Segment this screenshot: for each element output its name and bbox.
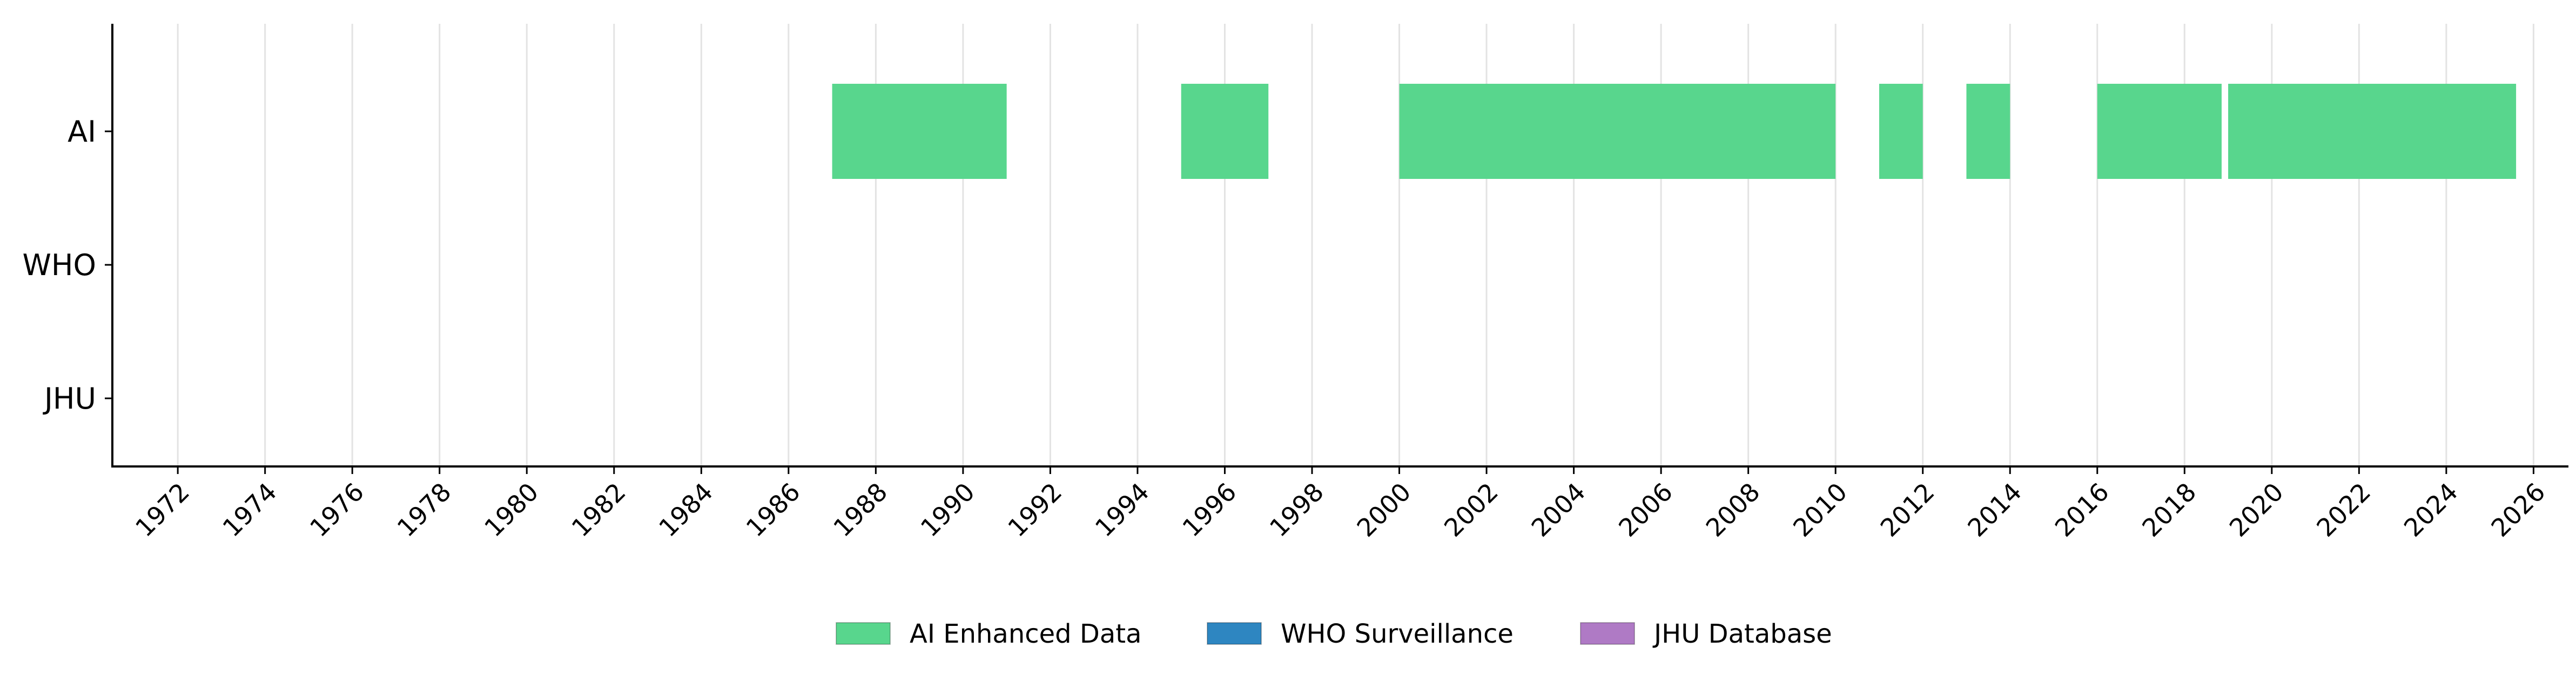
x-tick-label-1996: 1996 xyxy=(1176,477,1242,543)
y-ticks: AI WHO JHU xyxy=(22,115,112,416)
bar-ai-1 xyxy=(1181,84,1269,179)
x-tick-label-2000: 2000 xyxy=(1351,477,1416,543)
legend-label-ai: AI Enhanced Data xyxy=(910,619,1142,649)
x-tick-label-1978: 1978 xyxy=(392,477,457,543)
x-tick-label-1984: 1984 xyxy=(653,477,718,543)
x-tick-label-1994: 1994 xyxy=(1089,477,1155,543)
x-tick-label-2014: 2014 xyxy=(1962,477,2027,543)
legend-swatch-ai xyxy=(836,622,891,645)
legend-label-jhu: JHU Database xyxy=(1652,619,1832,649)
y-tick-label-who: WHO xyxy=(22,248,96,282)
bar-ai-4 xyxy=(1966,84,2010,179)
x-tick-label-2008: 2008 xyxy=(1700,477,1766,543)
x-ticks: 1972 1974 1976 1978 1980 1982 1984 1986 1988 1990… xyxy=(130,466,2551,543)
x-tick-label-1982: 1982 xyxy=(566,477,631,543)
legend-label-who: WHO Surveillance xyxy=(1281,619,1514,649)
y-tick-label-ai: AI xyxy=(68,115,96,149)
x-tick-label-1980: 1980 xyxy=(479,477,544,543)
legend-swatch-who xyxy=(1207,622,1262,645)
bar-ai-3 xyxy=(1879,84,1923,179)
bar-ai-5 xyxy=(2097,84,2222,179)
x-tick-label-1974: 1974 xyxy=(217,477,283,543)
bar-ai-0 xyxy=(832,84,1007,179)
x-tick-label-2002: 2002 xyxy=(1438,477,1504,543)
x-tick-label-1986: 1986 xyxy=(741,477,806,543)
x-tick-label-1972: 1972 xyxy=(130,477,195,543)
legend-swatch-jhu xyxy=(1580,622,1635,645)
bar-ai-6 xyxy=(2228,84,2517,179)
y-tick-label-jhu: JHU xyxy=(43,382,96,416)
x-tick-label-1998: 1998 xyxy=(1264,477,1329,543)
x-tick-label-2006: 2006 xyxy=(1613,477,1678,543)
axes xyxy=(111,24,2568,468)
x-tick-label-2018: 2018 xyxy=(2136,477,2202,543)
x-tick-label-2004: 2004 xyxy=(1526,477,1591,543)
x-tick-label-2026: 2026 xyxy=(2485,477,2551,543)
bars-layer xyxy=(832,84,2517,179)
x-tick-label-2022: 2022 xyxy=(2311,477,2376,543)
x-tick-label-2020: 2020 xyxy=(2224,477,2289,543)
x-tick-label-2012: 2012 xyxy=(1875,477,1940,543)
legend: AI Enhanced Data WHO Surveillance JHU Data… xyxy=(836,619,1832,649)
grid-lines xyxy=(177,24,2534,466)
x-tick-label-2010: 2010 xyxy=(1787,477,1853,543)
x-tick-label-1976: 1976 xyxy=(304,477,369,543)
x-tick-label-1990: 1990 xyxy=(915,477,980,543)
bar-ai-2 xyxy=(1399,84,1836,179)
x-tick-label-1988: 1988 xyxy=(828,477,893,543)
x-tick-label-2024: 2024 xyxy=(2398,477,2464,543)
x-tick-label-1992: 1992 xyxy=(1002,477,1067,543)
x-tick-label-2016: 2016 xyxy=(2049,477,2115,543)
